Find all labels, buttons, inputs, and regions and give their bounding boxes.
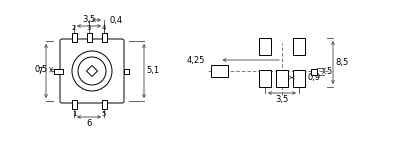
Text: 1: 1 (72, 111, 76, 117)
Bar (293, 38, 305, 55)
Bar (293, 38, 305, 55)
Bar (86, 33, 92, 42)
Text: 5,1: 5,1 (146, 66, 159, 76)
Bar (276, 70, 288, 87)
Text: 8,5: 8,5 (335, 58, 348, 67)
Text: 6: 6 (86, 119, 92, 128)
Text: 2: 2 (72, 25, 76, 31)
Bar (102, 33, 106, 42)
FancyBboxPatch shape (60, 39, 124, 103)
Bar (259, 38, 271, 55)
Text: 0,9: 0,9 (307, 73, 320, 82)
Bar (293, 70, 305, 87)
Text: 3,5: 3,5 (82, 15, 96, 24)
Bar (259, 70, 271, 87)
Text: 5: 5 (326, 66, 331, 76)
Text: 0,4: 0,4 (109, 15, 122, 24)
Text: 3,5: 3,5 (275, 95, 289, 104)
Bar (102, 100, 106, 109)
Text: 4,25: 4,25 (187, 55, 205, 64)
Text: 5: 5 (102, 111, 106, 117)
Bar (72, 33, 76, 42)
Text: 3: 3 (87, 25, 91, 31)
Bar (72, 100, 76, 109)
Bar (259, 70, 271, 87)
Bar (211, 65, 228, 77)
Bar (259, 38, 271, 55)
Bar (54, 68, 63, 74)
Bar (311, 68, 317, 75)
Text: 4: 4 (102, 25, 106, 31)
Circle shape (72, 51, 112, 91)
Text: 0,5: 0,5 (35, 65, 48, 74)
Text: 7: 7 (38, 66, 43, 76)
Bar (211, 65, 228, 77)
Bar (276, 70, 288, 87)
Polygon shape (86, 65, 98, 77)
Bar (293, 70, 305, 87)
Circle shape (78, 57, 106, 85)
Bar (124, 69, 128, 74)
